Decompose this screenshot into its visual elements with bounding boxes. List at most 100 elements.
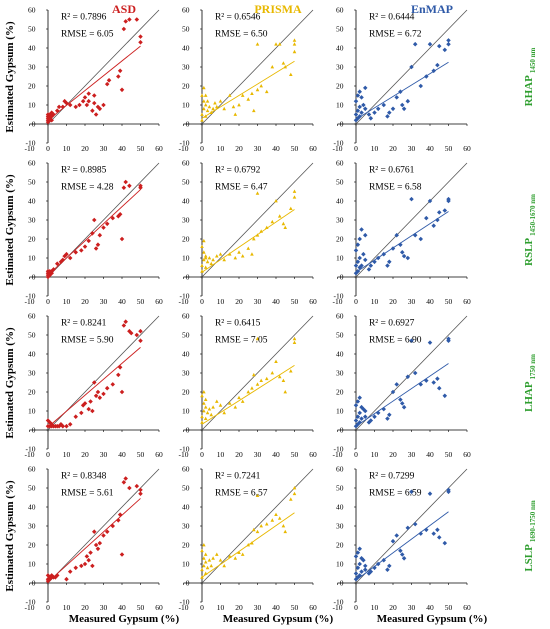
y-tick-label: 20	[336, 82, 344, 91]
y-tick-label: 60	[182, 159, 190, 168]
data-point	[381, 557, 387, 563]
x-tick-label: 0	[200, 450, 204, 459]
data-point	[211, 405, 215, 409]
r-squared-label: R² = 0.7241	[215, 472, 261, 482]
data-point	[227, 252, 232, 256]
data-point	[121, 26, 127, 32]
data-point	[252, 527, 256, 532]
data-point	[82, 95, 88, 100]
x-axis-title-prisma: Measured Gypsum (%)	[223, 613, 334, 625]
data-point	[412, 521, 418, 527]
data-point	[119, 236, 125, 242]
data-point	[362, 408, 368, 414]
data-point	[64, 251, 69, 257]
data-point	[394, 232, 399, 238]
panel-prisma-row-1: -10 0 10 20 30 40 50 60 -10 0 10 20 30 40 50 60 R² = 0.6…	[179, 6, 318, 154]
data-point	[431, 531, 436, 536]
data-point	[101, 391, 106, 397]
x-tick-label: 60	[463, 144, 471, 153]
data-point	[207, 256, 212, 260]
data-point	[401, 404, 407, 410]
regression-line	[201, 209, 295, 273]
y-tick-label: 30	[182, 63, 190, 72]
data-point	[252, 108, 256, 113]
x-tick-label: 10	[217, 297, 225, 306]
panel-prisma-row-3: -10 0 10 20 30 40 50 60 -10 0 10 20 30 40 50 60 R² = 0.6…	[179, 312, 318, 460]
data-point	[401, 106, 407, 112]
x-tick-label: 30	[254, 297, 262, 306]
data-point	[84, 102, 90, 108]
data-point	[281, 221, 286, 226]
data-point	[385, 263, 390, 268]
x-tick-label: 60	[155, 450, 163, 459]
data-point	[101, 225, 106, 230]
data-point	[93, 112, 99, 117]
data-point	[138, 491, 143, 496]
data-point	[292, 195, 297, 199]
data-point	[240, 399, 245, 403]
data-point	[366, 112, 372, 117]
x-tick-label: 10	[217, 450, 225, 459]
data-point	[274, 42, 278, 46]
y-tick-label: 0	[340, 273, 344, 282]
data-point	[209, 412, 214, 417]
data-point	[95, 546, 101, 552]
data-point	[385, 114, 390, 119]
one-to-one-line	[355, 315, 468, 431]
data-point	[90, 231, 95, 236]
data-point	[405, 255, 411, 261]
data-point	[435, 217, 440, 223]
data-point	[442, 393, 448, 399]
data-point	[104, 81, 110, 87]
x-tick-label: 0	[46, 144, 50, 153]
y-tick-label: 0	[186, 120, 190, 129]
r-squared-label: R² = 0.6415	[215, 319, 261, 329]
data-point	[207, 407, 212, 411]
y-tick-label: 30	[28, 369, 36, 378]
data-point	[359, 404, 364, 410]
data-point	[353, 554, 359, 559]
data-point	[277, 214, 282, 218]
one-to-one-line	[201, 9, 314, 125]
y-tick-label: 10	[28, 254, 36, 263]
y-tick-label: 60	[182, 312, 190, 321]
y-tick-label: 60	[28, 6, 36, 15]
data-point	[435, 527, 440, 533]
y-tick-label: 60	[182, 465, 190, 474]
data-point	[289, 72, 293, 76]
y-tick-label: 50	[182, 25, 190, 34]
data-point	[73, 250, 79, 255]
rmse-label: RMSE = 5.90	[61, 336, 114, 346]
panel-enmap-row-2: -10 0 10 20 30 40 50 60 -10 0 10 20 30 40 50 60 R² = 0.6…	[333, 159, 472, 307]
data-point	[362, 106, 368, 112]
data-point	[401, 253, 407, 259]
data-point	[353, 112, 359, 117]
r-squared-label: R² = 0.6546	[215, 13, 261, 23]
x-tick-label: 60	[309, 144, 317, 153]
data-point	[394, 533, 399, 538]
data-point	[203, 416, 208, 420]
data-point	[227, 554, 232, 558]
y-tick-label: 10	[336, 560, 344, 569]
data-point	[215, 104, 219, 109]
data-point	[255, 493, 260, 497]
data-point	[93, 246, 99, 251]
data-point	[200, 567, 204, 572]
x-tick-label: 20	[235, 450, 243, 459]
data-point	[357, 561, 362, 567]
data-point	[264, 225, 269, 229]
y-tick-label: 40	[28, 503, 36, 512]
data-point	[240, 552, 245, 556]
data-point	[372, 414, 377, 419]
x-tick-label: 50	[291, 603, 299, 612]
data-point	[277, 516, 282, 520]
x-tick-label: 10	[63, 603, 71, 612]
one-to-one-line	[47, 468, 160, 584]
y-tick-label: -10	[180, 139, 190, 148]
r-squared-label: R² = 0.6444	[369, 13, 415, 23]
data-point	[255, 336, 260, 341]
data-point	[202, 85, 206, 90]
y-tick-label: 10	[28, 101, 36, 110]
data-point	[436, 385, 442, 391]
data-point	[233, 256, 238, 260]
